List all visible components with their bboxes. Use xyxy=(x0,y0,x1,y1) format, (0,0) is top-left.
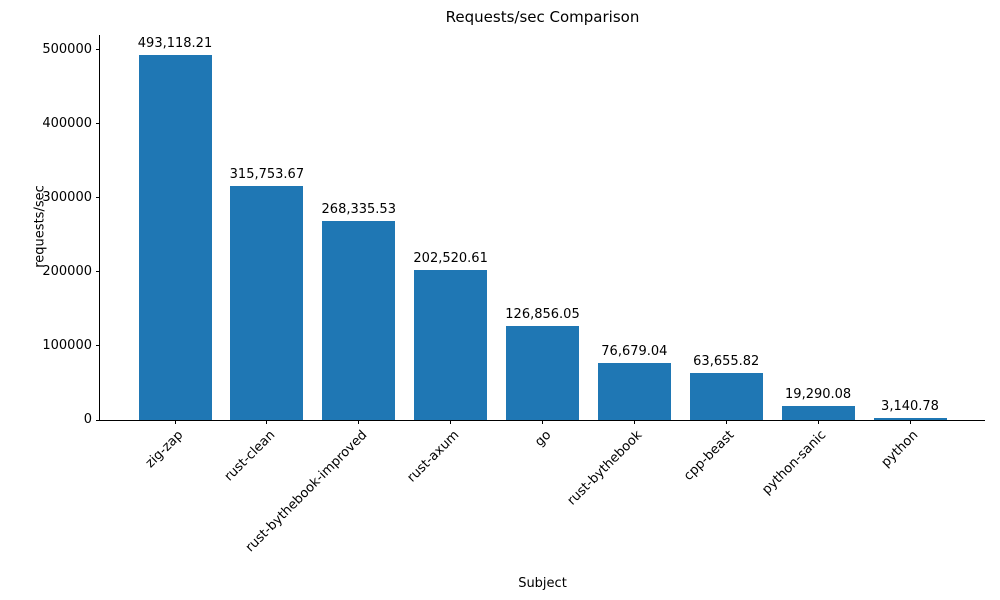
y-tick-mark xyxy=(96,345,100,347)
y-tick-label: 200000 xyxy=(42,263,92,279)
x-tick-mark xyxy=(450,420,452,424)
x-tick-label: python xyxy=(878,427,922,471)
x-tick-mark xyxy=(266,420,268,424)
y-tick-label: 100000 xyxy=(42,337,92,353)
x-tick-label: rust-axum xyxy=(404,427,462,486)
y-tick-mark xyxy=(96,123,100,125)
bar-value-label: 493,118.21 xyxy=(137,35,213,51)
bar xyxy=(873,417,947,420)
bar-value-label: 63,655.82 xyxy=(693,353,760,369)
x-tick-label: rust-clean xyxy=(221,427,279,485)
x-tick-label: rust-bythebook-improved xyxy=(242,427,371,556)
bar-value-label: 3,140.78 xyxy=(881,398,939,414)
y-tick-mark xyxy=(96,49,100,51)
bar-value-label: 126,856.05 xyxy=(505,307,580,323)
y-tick-mark xyxy=(96,419,100,421)
y-tick-mark xyxy=(96,197,100,199)
bar-value-label: 202,520.61 xyxy=(413,251,488,267)
x-tick-label: zig-zap xyxy=(142,427,187,472)
y-tick-label: 500000 xyxy=(42,41,92,57)
y-tick-mark xyxy=(96,271,100,273)
bar xyxy=(597,363,671,420)
bar-value-label: 19,290.08 xyxy=(785,386,852,402)
x-tick-mark xyxy=(542,420,543,424)
x-tick-mark xyxy=(358,420,360,424)
x-tick-mark xyxy=(817,420,819,424)
bar xyxy=(230,186,304,420)
bar xyxy=(414,270,488,420)
bar-value-label: 76,679.04 xyxy=(601,344,668,360)
bar-value-label: 268,335.53 xyxy=(321,202,396,218)
y-tick-label: 400000 xyxy=(42,115,92,131)
x-tick-label: rust-bythebook xyxy=(564,427,646,509)
y-axis-label: requests/sec xyxy=(32,185,48,268)
y-axis-spine xyxy=(99,35,100,421)
x-tick-label: python-sanic xyxy=(759,427,830,498)
bar xyxy=(138,54,212,420)
x-tick-label: cpp-beast xyxy=(681,427,738,484)
bar xyxy=(322,221,396,420)
x-tick-label: go xyxy=(531,427,554,450)
x-tick-mark xyxy=(633,420,635,424)
x-tick-mark xyxy=(909,420,911,424)
x-axis-label: Subject xyxy=(518,576,567,591)
chart-title: Requests/sec Comparison xyxy=(445,8,640,26)
bar xyxy=(781,405,855,420)
bar-value-label: 315,753.67 xyxy=(229,167,305,183)
x-tick-mark xyxy=(725,420,727,424)
bar xyxy=(506,326,579,420)
y-tick-label: 0 xyxy=(83,412,92,427)
bar xyxy=(689,372,763,420)
x-tick-mark xyxy=(174,420,176,424)
y-tick-label: 300000 xyxy=(42,189,92,205)
